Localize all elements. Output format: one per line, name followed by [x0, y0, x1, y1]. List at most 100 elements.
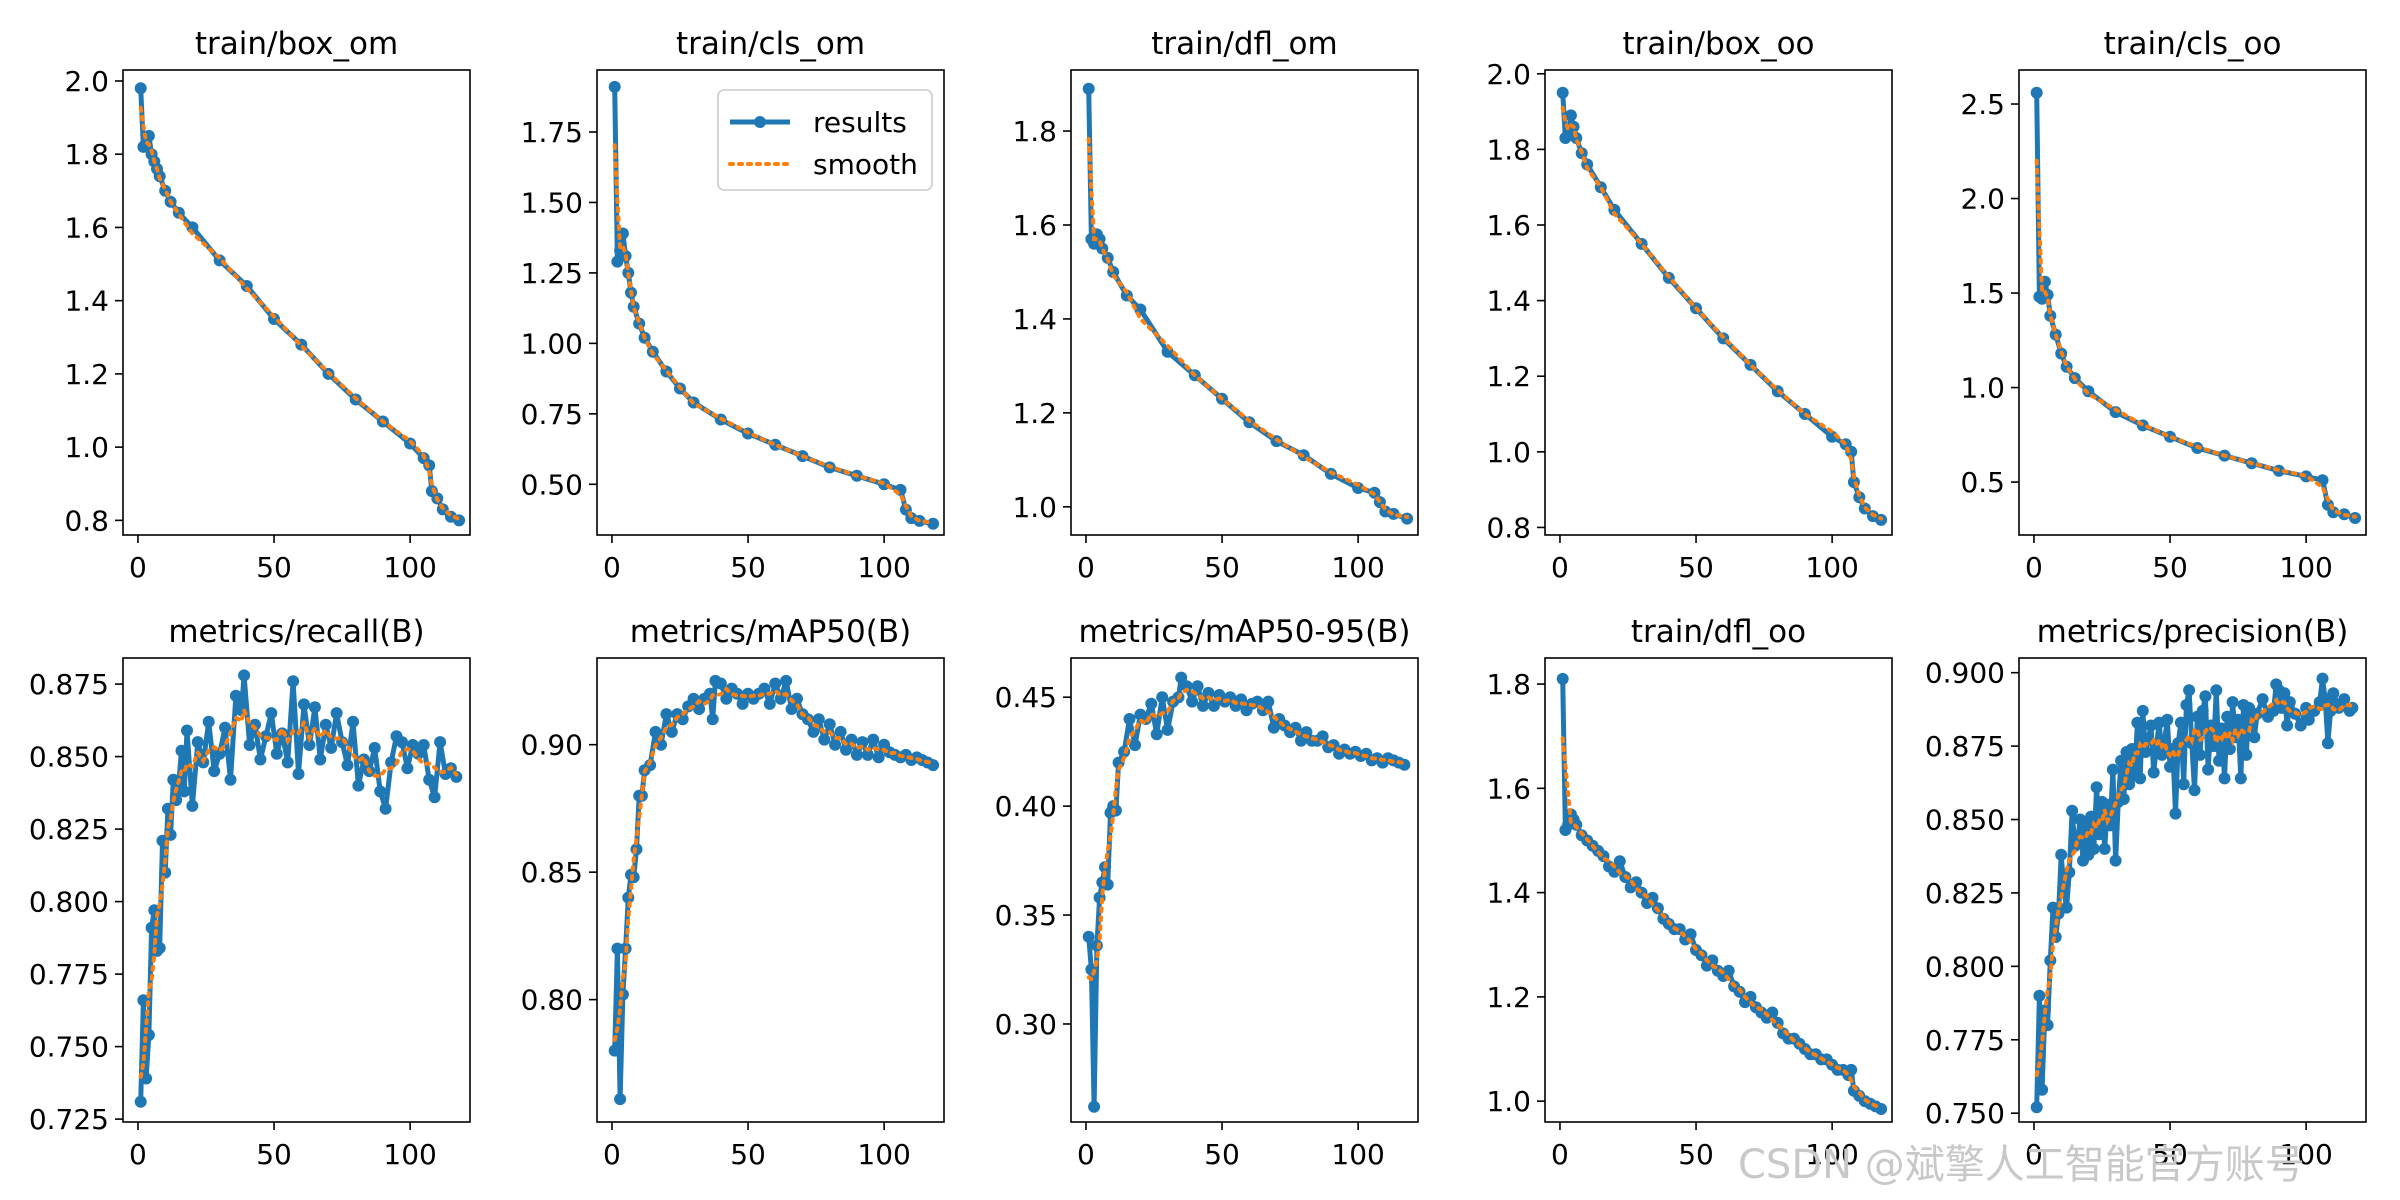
results-point	[780, 674, 793, 687]
results-point	[1161, 723, 1174, 736]
results-point	[2240, 748, 2253, 761]
results-point	[1556, 86, 1569, 99]
results-line	[2034, 92, 2356, 521]
results-point	[281, 756, 294, 769]
legend-box	[717, 89, 933, 191]
results-point	[655, 738, 667, 751]
results-point	[736, 697, 749, 710]
y-tick-label: 0.875	[29, 668, 109, 701]
results-point	[2188, 784, 2201, 797]
chart-title-8: metrics/mAP50-95(B)	[1078, 614, 1410, 650]
results-line	[138, 88, 461, 523]
x-tick-label: 100	[2279, 551, 2332, 584]
y-tick-label: 0.800	[29, 886, 109, 919]
y-tick-label: 1.0	[1486, 1085, 1531, 1118]
results-point	[186, 799, 199, 812]
y-tick-label: 2.5	[1960, 88, 2005, 121]
x-tick-label: 100	[383, 1138, 436, 1171]
x-tick-label: 50	[1678, 551, 1714, 584]
y-tick-label: 1.8	[64, 138, 109, 171]
results-point	[1186, 695, 1199, 708]
results-point	[423, 773, 436, 786]
results-point	[2134, 772, 2147, 785]
results-point	[1316, 730, 1329, 743]
results-point	[1267, 721, 1280, 734]
x-tick-label: 0	[129, 1138, 147, 1171]
y-tick-label: 1.6	[64, 211, 109, 244]
results-point	[2079, 819, 2092, 832]
y-tick-label: 1.8	[1486, 668, 1531, 701]
results-line	[1086, 88, 1408, 521]
y-tick-label: 1.4	[1486, 877, 1531, 910]
results-point	[1129, 739, 1141, 752]
results-point	[2147, 766, 2160, 779]
results-point	[2199, 690, 2212, 703]
results-point	[224, 773, 237, 786]
y-tick-label: 1.6	[1486, 209, 1531, 242]
results-point	[401, 762, 414, 775]
x-tick-label: 0	[1551, 551, 1569, 584]
results-point	[265, 707, 278, 720]
axes-frame	[2018, 69, 2367, 536]
results-point	[861, 748, 874, 761]
y-tick-label: 0.75	[521, 398, 583, 431]
results-point	[608, 1044, 621, 1057]
results-point	[1564, 109, 1577, 122]
x-tick-label: 50	[1204, 1138, 1240, 1171]
y-tick-label: 1.25	[521, 257, 583, 290]
results-point	[1684, 928, 1697, 941]
chart-title-9: train/dfl_oo	[1631, 614, 1806, 650]
x-tick-label: 50	[256, 1138, 292, 1171]
results-point	[763, 697, 776, 710]
results-point	[238, 669, 251, 682]
results-point	[2177, 778, 2190, 791]
results-point	[1197, 699, 1209, 712]
x-tick-label: 100	[2279, 1138, 2332, 1171]
results-point	[1150, 728, 1163, 741]
results-point	[1088, 1100, 1101, 1113]
x-tick-label: 50	[2152, 1138, 2188, 1171]
results-point	[1262, 695, 1275, 708]
y-tick-label: 2.0	[1960, 183, 2005, 216]
legend-results-label: results	[813, 106, 907, 139]
results-point	[611, 942, 624, 955]
results-point	[1082, 930, 1095, 943]
smooth-line	[1086, 136, 1410, 519]
results-point	[1082, 82, 1095, 95]
results-point	[396, 736, 408, 749]
results-point	[2174, 716, 2187, 729]
results-point	[417, 739, 430, 751]
y-tick-label: 1.5	[1960, 277, 2005, 310]
watermark: CSDN @斌擎人工智能官方账号	[1738, 1142, 2305, 1188]
results-point	[2169, 807, 2182, 820]
results-point	[287, 675, 300, 688]
legend-smooth-label: smooth	[813, 148, 918, 181]
x-tick-label: 50	[1678, 1138, 1714, 1171]
results-point	[175, 744, 188, 757]
y-tick-label: 0.50	[521, 468, 583, 501]
results-point	[2204, 719, 2217, 732]
y-tick-label: 1.2	[1486, 360, 1531, 393]
results-point	[153, 942, 166, 954]
results-point	[2030, 86, 2043, 99]
x-tick-label: 50	[730, 1138, 766, 1171]
y-tick-label: 1.0	[64, 431, 109, 464]
results-point	[2234, 772, 2247, 785]
results-point	[2060, 901, 2073, 914]
y-tick-label: 1.8	[1012, 115, 1057, 148]
y-tick-label: 0.900	[1925, 657, 2005, 690]
results-point	[660, 708, 673, 721]
y-tick-label: 0.45	[995, 681, 1057, 714]
results-point	[1613, 855, 1626, 868]
y-tick-label: 1.8	[1486, 133, 1531, 166]
results-point	[2281, 719, 2294, 732]
x-tick-label: 50	[2152, 551, 2188, 584]
results-point	[807, 725, 820, 738]
results-point	[2248, 731, 2261, 744]
y-tick-label: 0.825	[1925, 877, 2005, 910]
results-point	[2106, 763, 2119, 776]
results-point	[2098, 842, 2111, 855]
results-point	[368, 741, 381, 754]
y-tick-label: 1.2	[1486, 981, 1531, 1014]
y-tick-label: 0.825	[29, 813, 109, 846]
